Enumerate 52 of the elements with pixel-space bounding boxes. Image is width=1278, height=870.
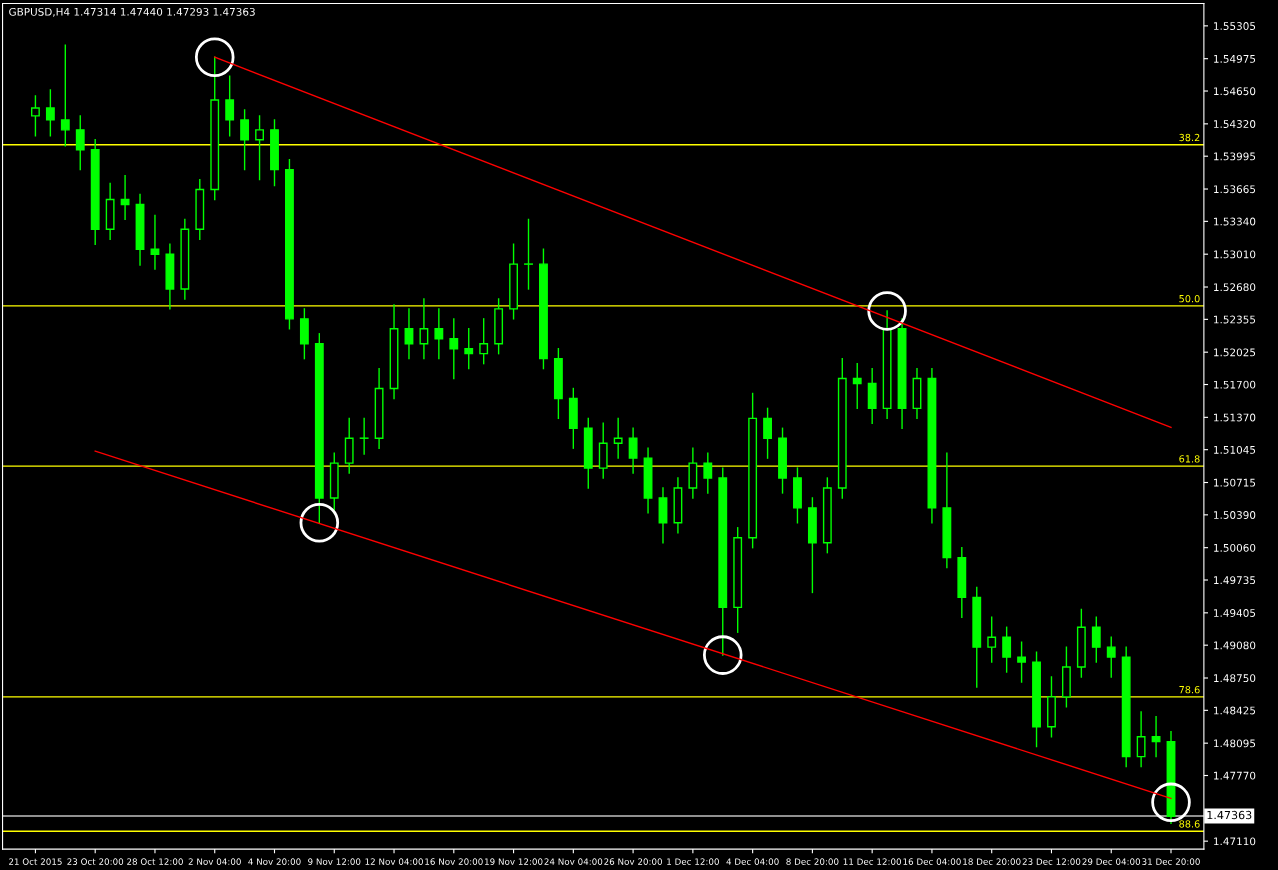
x-tick-label: 11 Dec 12:00 xyxy=(843,858,902,865)
x-tick-label: 2 Nov 04:00 xyxy=(188,858,241,865)
y-tick-label: 1.48095 xyxy=(1214,739,1256,748)
x-tick-label: 23 Dec 12:00 xyxy=(1022,858,1081,865)
y-tick-label: 1.53340 xyxy=(1214,217,1256,226)
ref-line-label: 1.47363 xyxy=(1207,810,1252,820)
x-tick-label: 9 Nov 12:00 xyxy=(308,858,361,865)
y-tick-label: 1.47110 xyxy=(1214,837,1256,846)
y-tick-label: 1.51045 xyxy=(1214,445,1256,454)
x-tick-label: 23 Oct 20:00 xyxy=(67,858,124,865)
y-tick-label: 1.55305 xyxy=(1214,22,1256,30)
x-tick-label: 12 Nov 04:00 xyxy=(365,858,423,865)
y-tick-label: 1.51700 xyxy=(1214,380,1256,389)
x-tick-label: 26 Nov 20:00 xyxy=(604,858,663,865)
y-tick-label: 1.53010 xyxy=(1214,250,1256,259)
x-tick-label: 18 Dec 20:00 xyxy=(963,858,1021,865)
y-tick-label: 1.54650 xyxy=(1214,87,1256,96)
x-tick-label: 1 Dec 12:00 xyxy=(667,858,719,865)
x-tick-label: 29 Dec 04:00 xyxy=(1082,858,1141,865)
chart-title: GBPUSD,H4 1.47314 1.47440 1.47293 1.47363 xyxy=(9,7,255,17)
x-tick-label: 8 Dec 20:00 xyxy=(786,858,839,865)
x-tick-label: 4 Nov 20:00 xyxy=(248,858,301,865)
y-tick-label: 1.48425 xyxy=(1214,706,1256,715)
y-tick-label: 1.49735 xyxy=(1214,576,1256,585)
y-tick-label: 1.52355 xyxy=(1214,315,1256,324)
y-tick-label: 1.50390 xyxy=(1214,511,1256,519)
y-tick-label: 1.49405 xyxy=(1214,609,1256,617)
y-tick-label: 1.54320 xyxy=(1214,120,1256,128)
x-tick-label: 24 Nov 04:00 xyxy=(544,858,603,865)
y-tick-label: 1.48750 xyxy=(1214,674,1256,683)
annotation: 78.6 xyxy=(1179,685,1200,694)
y-tick-label: 1.50060 xyxy=(1214,543,1256,552)
annotation: 50.0 xyxy=(1179,294,1200,303)
x-tick-label: 21 Oct 2015 xyxy=(9,858,62,865)
x-tick-label: 28 Oct 12:00 xyxy=(127,858,183,865)
y-tick-label: 1.52025 xyxy=(1214,348,1256,357)
x-tick-label: 16 Nov 20:00 xyxy=(425,858,483,865)
y-tick-label: 1.54975 xyxy=(1214,54,1256,63)
y-tick-label: 1.52680 xyxy=(1214,283,1256,292)
y-tick-label: 1.51370 xyxy=(1214,413,1256,422)
y-tick-label: 1.53665 xyxy=(1214,185,1256,194)
x-tick-label: 16 Dec 04:00 xyxy=(903,858,961,865)
annotation: 88.6 xyxy=(1179,820,1200,828)
annotation: 38.2 xyxy=(1179,133,1200,142)
x-tick-label: 4 Dec 04:00 xyxy=(726,858,779,865)
y-tick-label: 1.50715 xyxy=(1214,478,1256,487)
y-tick-label: 1.53995 xyxy=(1214,152,1256,161)
y-tick-label: 1.47770 xyxy=(1214,771,1256,780)
annotation: 61.8 xyxy=(1179,455,1200,463)
y-tick-label: 1.49080 xyxy=(1214,641,1256,650)
x-tick-label: 31 Dec 20:00 xyxy=(1142,858,1200,865)
x-tick-label: 19 Nov 12:00 xyxy=(485,858,543,865)
